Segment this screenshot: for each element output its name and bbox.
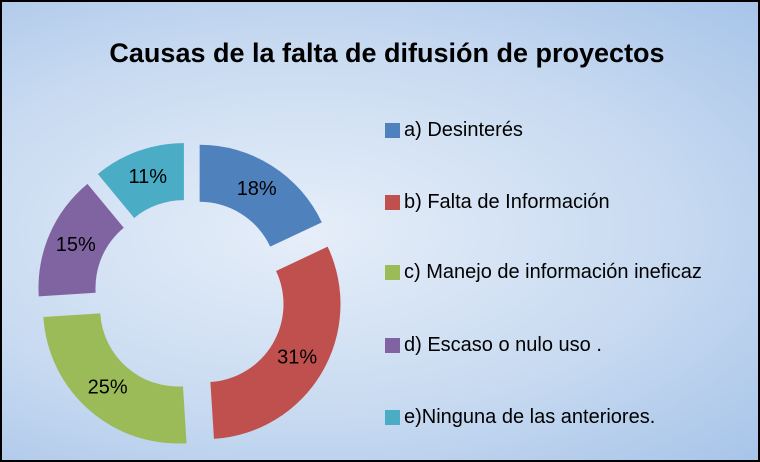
data-label: 15%: [56, 234, 96, 256]
legend-item: c) Manejo de información ineficaz: [385, 259, 715, 286]
legend-item: b) Falta de Información: [385, 189, 610, 216]
data-label: 11%: [129, 166, 168, 188]
legend-item: a) Desinterés: [385, 117, 523, 144]
data-label: 25%: [88, 377, 128, 399]
legend-swatch: [385, 338, 400, 353]
legend-label: d) Escaso o nulo uso .: [404, 334, 602, 356]
donut-segment: [38, 183, 124, 297]
donut-segment: [199, 144, 322, 247]
data-label: 31%: [277, 347, 317, 369]
legend-swatch: [385, 410, 400, 425]
legend-label: e)Ninguna de las anteriores.: [404, 406, 656, 428]
chart-title: Causas de la falta de difusión de proyec…: [109, 38, 665, 68]
legend-item: d) Escaso o nulo uso .: [385, 332, 602, 359]
donut-segment: [97, 143, 184, 218]
legend-swatch: [385, 265, 400, 280]
donut-segment: [43, 313, 187, 444]
legend-swatch: [385, 195, 400, 210]
legend-label: a) Desinterés: [404, 119, 523, 141]
legend-item: e)Ninguna de las anteriores.: [385, 404, 655, 431]
legend-swatch: [385, 123, 400, 138]
legend-label: c) Manejo de información ineficaz: [404, 261, 702, 283]
legend-label: b) Falta de Información: [404, 191, 610, 213]
donut-segment: [210, 246, 341, 439]
data-label: 18%: [237, 178, 277, 200]
